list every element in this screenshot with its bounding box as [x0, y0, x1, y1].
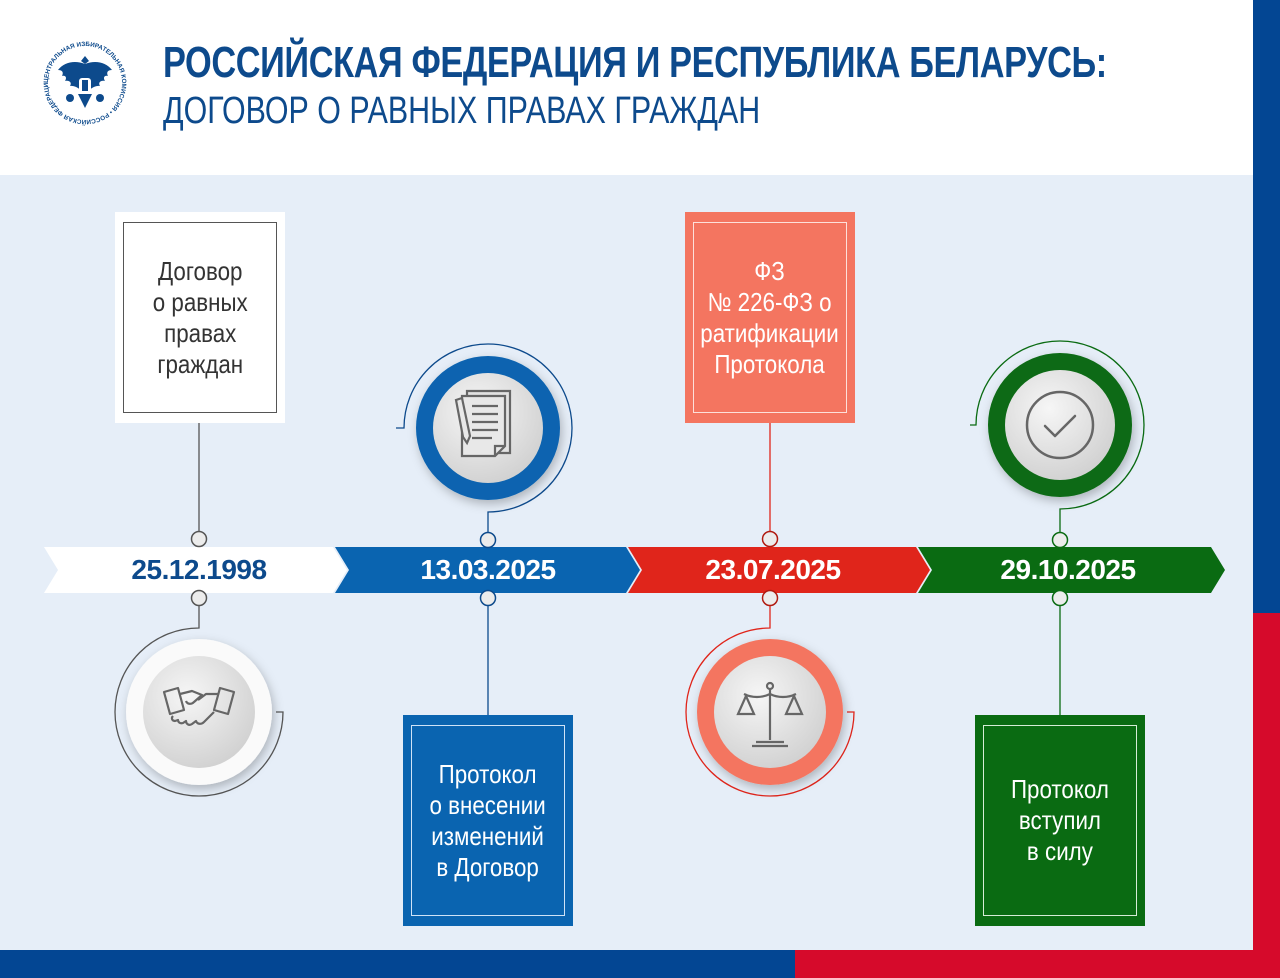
- timeline-dot: [479, 589, 497, 607]
- checkmark-icon: [1025, 390, 1095, 460]
- event-card-2: Протокол о внесении изменений в Договор: [403, 715, 573, 926]
- event-card-text: Договор о равных правах граждан: [152, 255, 248, 379]
- event-card-text: ФЗ № 226-ФЗ о ратификации Протокола: [700, 255, 840, 379]
- medallion-4: [988, 353, 1132, 497]
- bottom-bar-red: [795, 950, 1253, 978]
- timeline-dot: [761, 589, 779, 607]
- date-label-2: 13.03.2025: [420, 554, 556, 585]
- emblem-logo: ЦЕНТРАЛЬНАЯ ИЗБИРАТЕЛЬНАЯ КОМИССИЯ • РОС…: [40, 38, 127, 127]
- bottom-bar-blue: [0, 950, 795, 978]
- date-label-1: 25.12.1998: [131, 554, 267, 585]
- timeline-segment-2: [335, 547, 640, 593]
- flag-stripe-blue: [1253, 0, 1280, 613]
- timeline-segment-1: [44, 547, 347, 593]
- event-card-text: Протокол вступил в силу: [1011, 774, 1109, 866]
- timeline-dot: [479, 531, 497, 549]
- timeline-dot: [190, 530, 208, 548]
- document-pen-icon: [454, 389, 512, 458]
- timeline-segment-4: [918, 547, 1225, 593]
- page-subtitle: ДОГОВОР О РАВНЫХ ПРАВАХ ГРАЖДАН: [163, 90, 761, 132]
- header: [0, 0, 1253, 175]
- connector-line-2: [396, 343, 573, 715]
- event-card-4: Протокол вступил в силу: [975, 715, 1145, 926]
- event-card-text: Протокол о внесении изменений в Договор: [429, 758, 547, 882]
- timeline-segment-3: [628, 547, 930, 593]
- flag-stripe-red: [1253, 613, 1280, 978]
- handshake-icon: [162, 686, 236, 726]
- scales-icon: [736, 681, 804, 748]
- connector-line-1: [114, 423, 284, 797]
- event-card-3: ФЗ № 226-ФЗ о ратификации Протокола: [685, 212, 855, 423]
- date-label-3: 23.07.2025: [705, 554, 841, 585]
- medallion-1: [126, 639, 272, 785]
- page-title: РОССИЙСКАЯ ФЕДЕРАЦИЯ И РЕСПУБЛИКА БЕЛАРУ…: [163, 38, 1107, 87]
- timeline-dot: [190, 589, 208, 607]
- date-label-4: 29.10.2025: [1000, 554, 1136, 585]
- connector-line-3: [685, 423, 855, 797]
- timeline-dot: [761, 530, 779, 548]
- event-card-1: Договор о равных правах граждан: [115, 212, 285, 423]
- connector-line-4: [970, 340, 1145, 715]
- timeline-dot: [1051, 589, 1069, 607]
- timeline-dot: [1051, 531, 1069, 549]
